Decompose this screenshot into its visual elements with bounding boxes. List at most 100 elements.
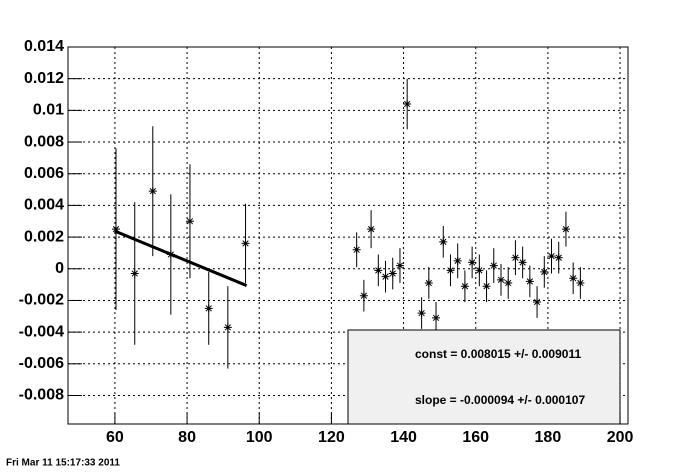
marker bbox=[432, 313, 441, 322]
marker bbox=[359, 291, 368, 300]
marker bbox=[241, 239, 250, 248]
data-point bbox=[223, 286, 232, 369]
marker bbox=[352, 245, 361, 254]
marker bbox=[403, 100, 412, 109]
marker bbox=[185, 217, 194, 226]
y-tick-label: 0.004 bbox=[24, 197, 64, 214]
marker bbox=[446, 266, 455, 275]
x-tick-label: 200 bbox=[607, 429, 634, 446]
x-tick-label: 100 bbox=[246, 429, 273, 446]
data-point bbox=[417, 297, 426, 329]
marker bbox=[417, 309, 426, 318]
data-point bbox=[561, 211, 570, 247]
marker bbox=[569, 274, 578, 283]
marker bbox=[111, 225, 120, 234]
y-tick-label: -0.008 bbox=[19, 387, 64, 404]
data-point bbox=[525, 265, 534, 298]
marker bbox=[468, 258, 477, 267]
marker bbox=[460, 282, 469, 291]
data-point bbox=[489, 248, 498, 284]
marker bbox=[204, 304, 213, 313]
data-point bbox=[374, 254, 383, 287]
stats-text: const = 0.008015 +/- 0.009011 bbox=[415, 347, 581, 361]
marker bbox=[367, 225, 376, 234]
marker bbox=[547, 252, 556, 261]
stats-text: slope = -0.000094 +/- 0.000107 bbox=[415, 393, 585, 407]
x-tick-label: 60 bbox=[106, 429, 124, 446]
data-point bbox=[241, 203, 250, 284]
marker bbox=[475, 266, 484, 275]
data-point bbox=[554, 241, 563, 274]
y-tick-label: 0.012 bbox=[24, 70, 64, 87]
data-point bbox=[482, 270, 491, 303]
data-point bbox=[569, 262, 578, 295]
data-point bbox=[352, 232, 361, 268]
data-point bbox=[130, 202, 139, 345]
marker bbox=[533, 298, 542, 307]
timestamp: Fri Mar 11 15:17:33 2011 bbox=[6, 458, 120, 469]
marker bbox=[223, 323, 232, 332]
data-point bbox=[403, 78, 412, 130]
marker bbox=[504, 279, 513, 288]
marker bbox=[511, 253, 520, 262]
y-tick-label: 0.014 bbox=[24, 38, 64, 55]
data-point bbox=[504, 267, 513, 299]
marker bbox=[453, 256, 462, 265]
data-point bbox=[446, 254, 455, 287]
data-point bbox=[367, 210, 376, 249]
data-point bbox=[185, 164, 194, 279]
marker bbox=[439, 237, 448, 246]
data-point bbox=[475, 254, 484, 287]
data-point bbox=[424, 267, 433, 299]
marker bbox=[381, 272, 390, 281]
marker bbox=[482, 282, 491, 291]
data-point bbox=[439, 225, 448, 258]
marker bbox=[518, 258, 527, 267]
marker bbox=[496, 275, 505, 284]
y-tick-label: 0.008 bbox=[24, 133, 64, 150]
data-point bbox=[533, 286, 542, 318]
marker bbox=[540, 267, 549, 276]
x-tick-label: 180 bbox=[535, 429, 562, 446]
x-tick-label: 160 bbox=[462, 429, 489, 446]
marker bbox=[374, 266, 383, 275]
data-point bbox=[395, 248, 404, 284]
marker bbox=[561, 225, 570, 234]
data-point bbox=[388, 257, 397, 290]
data-point bbox=[359, 279, 368, 312]
data-point bbox=[511, 240, 520, 276]
marker bbox=[525, 277, 534, 286]
data-point bbox=[496, 264, 505, 296]
y-tick-label: 0.006 bbox=[24, 165, 64, 182]
y-tick-label: 0 bbox=[55, 260, 64, 277]
fit-line bbox=[114, 229, 248, 287]
data-point bbox=[432, 302, 441, 334]
data-point bbox=[111, 148, 120, 310]
y-tick-label: -0.002 bbox=[19, 292, 64, 309]
x-tick-label: 120 bbox=[318, 429, 345, 446]
y-tick-label: 0.01 bbox=[33, 102, 64, 119]
data-point bbox=[547, 238, 556, 274]
x-tick-label: 80 bbox=[178, 429, 196, 446]
marker bbox=[388, 269, 397, 278]
x-tick-label: 140 bbox=[390, 429, 417, 446]
data-point bbox=[460, 270, 469, 303]
data-point bbox=[540, 256, 549, 288]
marker bbox=[130, 269, 139, 278]
data-point bbox=[518, 246, 527, 279]
y-tick-label: 0.002 bbox=[24, 228, 64, 245]
data-point bbox=[204, 271, 213, 345]
data-point bbox=[148, 126, 157, 257]
marker bbox=[395, 261, 404, 270]
data-point bbox=[381, 260, 390, 293]
marker bbox=[554, 253, 563, 262]
data-point bbox=[468, 246, 477, 279]
marker bbox=[576, 279, 585, 288]
y-tick-label: -0.006 bbox=[19, 355, 64, 372]
marker bbox=[489, 261, 498, 270]
marker bbox=[424, 279, 433, 288]
marker bbox=[148, 187, 157, 196]
data-point bbox=[576, 267, 585, 299]
data-point bbox=[453, 243, 462, 279]
